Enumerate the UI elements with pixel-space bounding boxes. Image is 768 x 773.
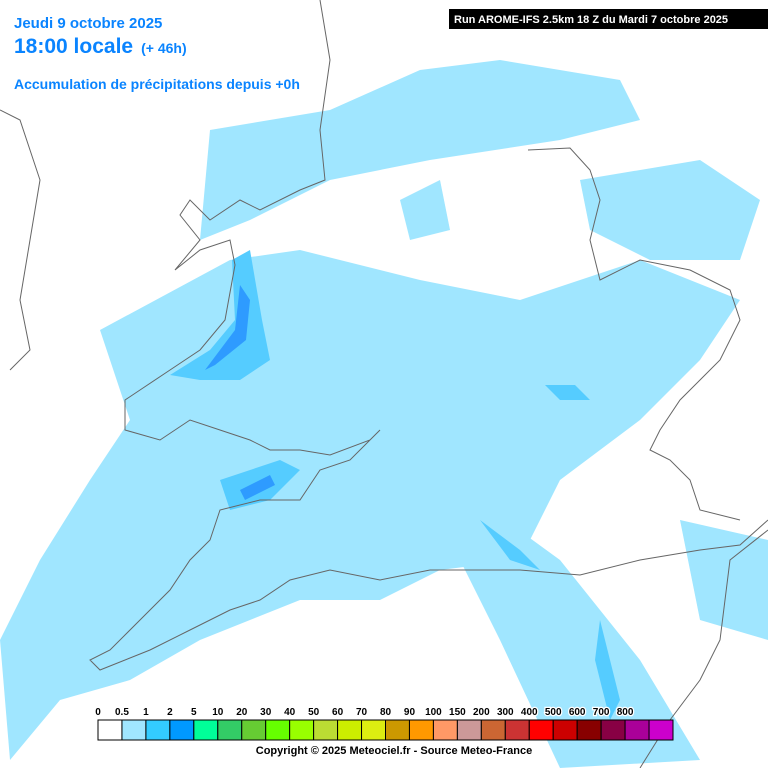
color-box xyxy=(552,719,578,741)
legend-label: 300 xyxy=(497,707,514,718)
color-box xyxy=(265,719,291,741)
legend-label: 30 xyxy=(260,707,272,718)
product-title: Accumulation de précipitations depuis +0… xyxy=(14,76,300,92)
legend-label: 10 xyxy=(212,707,224,718)
color-box xyxy=(337,719,363,741)
legend-label: 90 xyxy=(404,707,416,718)
color-box xyxy=(361,719,386,741)
color-box xyxy=(97,719,123,741)
color-box xyxy=(408,719,434,741)
color-box xyxy=(217,719,243,741)
color-box xyxy=(456,719,482,741)
color-box xyxy=(241,719,267,741)
color-box xyxy=(480,719,506,741)
color-box xyxy=(504,719,530,741)
legend-label: 800 xyxy=(617,707,634,718)
color-box xyxy=(121,719,147,741)
color-box xyxy=(528,719,554,741)
legend-label: 600 xyxy=(569,707,586,718)
color-box xyxy=(648,719,674,741)
legend-label: 0.5 xyxy=(115,707,129,718)
color-box xyxy=(624,719,650,741)
color-box xyxy=(313,719,339,741)
legend-label: 2 xyxy=(167,707,173,718)
precip-heavy xyxy=(205,285,275,500)
forecast-time: 18:00 locale xyxy=(14,35,133,58)
legend-label: 70 xyxy=(356,707,368,718)
legend-label: 20 xyxy=(236,707,248,718)
forecast-date: Jeudi 9 octobre 2025 xyxy=(14,15,162,32)
legend-label: 1 xyxy=(143,707,149,718)
color-box xyxy=(576,719,602,741)
legend-label: 200 xyxy=(473,707,490,718)
run-label: Run AROME-IFS 2.5km 18 Z du Mardi 7 octo… xyxy=(454,14,728,26)
legend-label: 100 xyxy=(425,707,442,718)
legend-label: 60 xyxy=(332,707,344,718)
color-box xyxy=(193,719,219,741)
legend-label: 50 xyxy=(308,707,320,718)
color-legend: 0 0.5 1 2 5 10 20 30 40 50 60 70 80 90 100 150 200 300 400… xyxy=(94,706,674,741)
legend-label: 400 xyxy=(521,707,538,718)
color-box xyxy=(600,719,626,741)
credit: Copyright © 2025 Meteociel.fr - Source M… xyxy=(256,745,532,757)
legend-label: 0 xyxy=(95,707,101,718)
legend-label: 40 xyxy=(284,707,296,718)
color-box xyxy=(169,719,195,741)
color-box xyxy=(145,719,171,741)
color-box xyxy=(432,719,458,741)
legend-label: 500 xyxy=(545,707,562,718)
lead-time: (+ 46h) xyxy=(141,40,187,56)
legend-label: 80 xyxy=(380,707,392,718)
run-box xyxy=(449,9,768,29)
legend-label: 150 xyxy=(449,707,466,718)
legend-label: 5 xyxy=(191,707,197,718)
color-box xyxy=(289,719,315,741)
color-box xyxy=(385,719,410,741)
legend-label: 700 xyxy=(593,707,610,718)
